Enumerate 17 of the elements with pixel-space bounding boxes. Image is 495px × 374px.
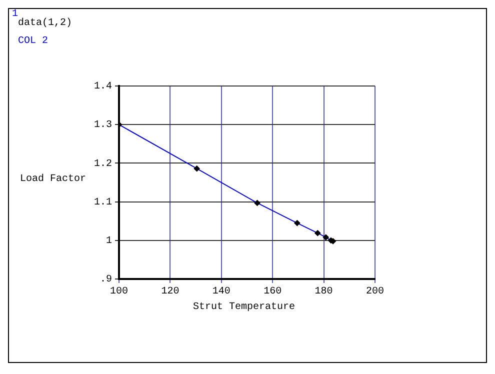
x-tick-label: 180 — [314, 286, 333, 298]
x-tick-label: 200 — [366, 286, 384, 298]
x-axis-title: Strut Temperature — [192, 302, 296, 313]
x-tick-label: 140 — [212, 286, 230, 298]
y-tick-label: 1.4 — [94, 82, 112, 93]
y-tick-label: 1 — [106, 236, 112, 248]
y-tick-label: 1.3 — [94, 120, 112, 132]
x-tick-label: 160 — [264, 286, 282, 298]
y-tick-label: 1.1 — [94, 197, 112, 208]
x-tick-label: 120 — [161, 286, 180, 298]
chart-title: data(1,2) — [18, 18, 72, 29]
text: 1 — [12, 9, 18, 20]
x-tick-label: 100 — [110, 286, 128, 298]
text: COL 2 — [18, 36, 48, 47]
y-tick-label: 1.2 — [94, 158, 112, 170]
y-tick-label: .9 — [100, 274, 112, 286]
y-axis-title: Load Factor — [20, 174, 86, 185]
